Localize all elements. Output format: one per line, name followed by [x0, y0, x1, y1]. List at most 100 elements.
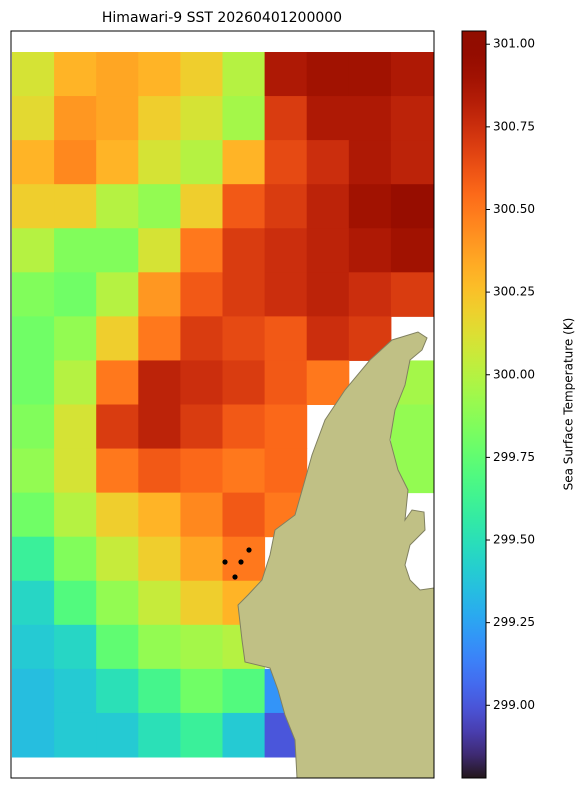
- sst-cell: [264, 404, 308, 450]
- sst-cell: [96, 140, 139, 185]
- sst-cell: [222, 712, 266, 758]
- sst-cell: [12, 360, 55, 405]
- sst-cell: [54, 404, 97, 450]
- sst-cell: [138, 448, 181, 494]
- sst-cell: [390, 140, 434, 185]
- sst-cell: [54, 536, 97, 582]
- colorbar-tick-label: 301.00: [493, 37, 535, 51]
- sst-cell: [264, 316, 308, 361]
- sst-cell: [138, 624, 181, 670]
- sst-cell: [180, 272, 223, 317]
- sst-cell: [264, 448, 308, 494]
- sst-cell: [96, 712, 139, 758]
- sst-cell: [96, 52, 139, 97]
- sst-cell: [138, 404, 181, 450]
- colorbar-tick-label: 300.25: [493, 285, 535, 299]
- chart-title: Himawari-9 SST 20260401200000: [102, 10, 342, 26]
- colorbar-label: Sea Surface Temperature (K): [562, 318, 576, 491]
- colorbar-tick-label: 300.50: [493, 202, 535, 216]
- sst-cell: [138, 712, 181, 758]
- sst-cell: [96, 184, 139, 229]
- sst-cell: [222, 492, 266, 538]
- sst-cell: [12, 272, 55, 317]
- sst-cell: [390, 404, 434, 450]
- sst-cell: [138, 492, 181, 538]
- sst-cell: [180, 448, 223, 494]
- sst-cell: [306, 184, 350, 229]
- sst-cell: [54, 492, 97, 538]
- station-markers: [222, 547, 252, 580]
- sst-cell: [96, 316, 139, 361]
- sst-cell: [222, 272, 266, 317]
- sst-cell: [222, 228, 266, 273]
- sst-cell: [54, 96, 97, 141]
- sst-cell: [54, 712, 97, 758]
- sst-cell: [222, 316, 266, 361]
- sst-cell: [12, 140, 55, 185]
- sst-cell: [348, 96, 392, 141]
- land: [237, 331, 434, 778]
- sst-cell: [96, 668, 139, 714]
- sst-cell: [180, 228, 223, 273]
- sst-cell: [138, 96, 181, 141]
- sst-cell: [180, 184, 223, 229]
- sst-cell: [264, 228, 308, 273]
- sst-cell: [54, 140, 97, 185]
- sst-cell: [54, 228, 97, 273]
- colorbar: [461, 30, 487, 779]
- sst-cell: [306, 96, 350, 141]
- sst-cell: [222, 140, 266, 185]
- sst-cell: [96, 272, 139, 317]
- sst-cell: [222, 96, 266, 141]
- sst-cell: [138, 316, 181, 361]
- sst-cell: [180, 712, 223, 758]
- sst-cell: [54, 668, 97, 714]
- sst-cell: [222, 404, 266, 450]
- sst-cell: [180, 668, 223, 714]
- sst-cell: [390, 52, 434, 97]
- sst-cell: [96, 228, 139, 273]
- sst-cell: [222, 360, 266, 405]
- sst-cell: [96, 536, 139, 582]
- sst-cell: [12, 228, 55, 273]
- sst-cell: [264, 140, 308, 185]
- sst-cell: [348, 184, 392, 229]
- sst-cell: [222, 52, 266, 97]
- sst-cell: [12, 52, 55, 97]
- sst-cell: [180, 140, 223, 185]
- sst-cell: [180, 404, 223, 450]
- sst-cell: [138, 360, 181, 405]
- sst-cell: [390, 184, 434, 229]
- sst-cell: [306, 228, 350, 273]
- station: [246, 547, 252, 553]
- sst-cell: [348, 272, 392, 317]
- sst-cell: [390, 228, 434, 273]
- sst-cell: [306, 272, 350, 317]
- station: [238, 559, 244, 565]
- sst-cell: [180, 492, 223, 538]
- sst-cell: [348, 228, 392, 273]
- sst-cell: [222, 448, 266, 494]
- sst-cell: [54, 52, 97, 97]
- colorbar-tick-label: 299.75: [493, 450, 535, 464]
- sst-cell: [264, 184, 308, 229]
- sst-cell: [96, 580, 139, 626]
- sst-cell: [96, 96, 139, 141]
- colorbar-tick-label: 299.50: [493, 533, 535, 547]
- sst-cell: [390, 96, 434, 141]
- sst-cell: [12, 184, 55, 229]
- sst-cell: [138, 140, 181, 185]
- sst-cell: [54, 448, 97, 494]
- sst-cell: [138, 52, 181, 97]
- sst-cell: [12, 316, 55, 361]
- sst-cell: [12, 448, 55, 494]
- sst-cell: [348, 140, 392, 185]
- sst-cell: [306, 316, 350, 361]
- sst-cell: [12, 96, 55, 141]
- sst-cell: [180, 536, 223, 582]
- sst-cell: [306, 140, 350, 185]
- sst-cell: [180, 360, 223, 405]
- station: [222, 559, 228, 565]
- sst-cell: [180, 624, 223, 670]
